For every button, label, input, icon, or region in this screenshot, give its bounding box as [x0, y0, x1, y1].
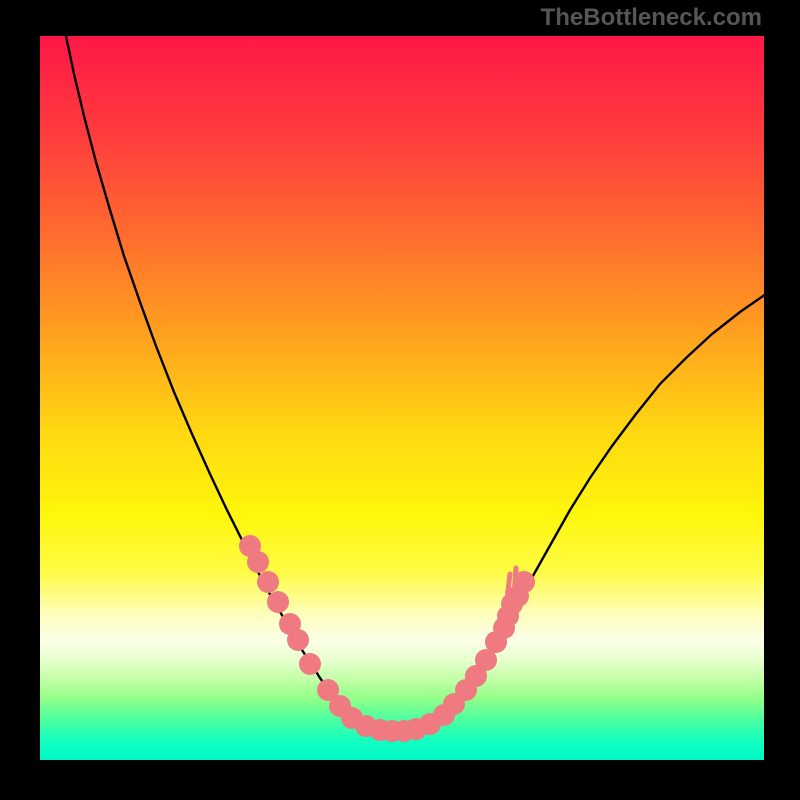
chart-stage: TheBottleneck.com — [0, 0, 800, 800]
data-dot — [257, 571, 279, 593]
data-dot — [287, 629, 309, 651]
data-dot — [267, 591, 289, 613]
data-dot — [513, 571, 535, 593]
data-dot — [299, 653, 321, 675]
watermark-text: TheBottleneck.com — [541, 4, 762, 32]
data-dots-layer — [0, 0, 800, 800]
plot-area — [40, 36, 764, 760]
data-dot — [247, 551, 269, 573]
